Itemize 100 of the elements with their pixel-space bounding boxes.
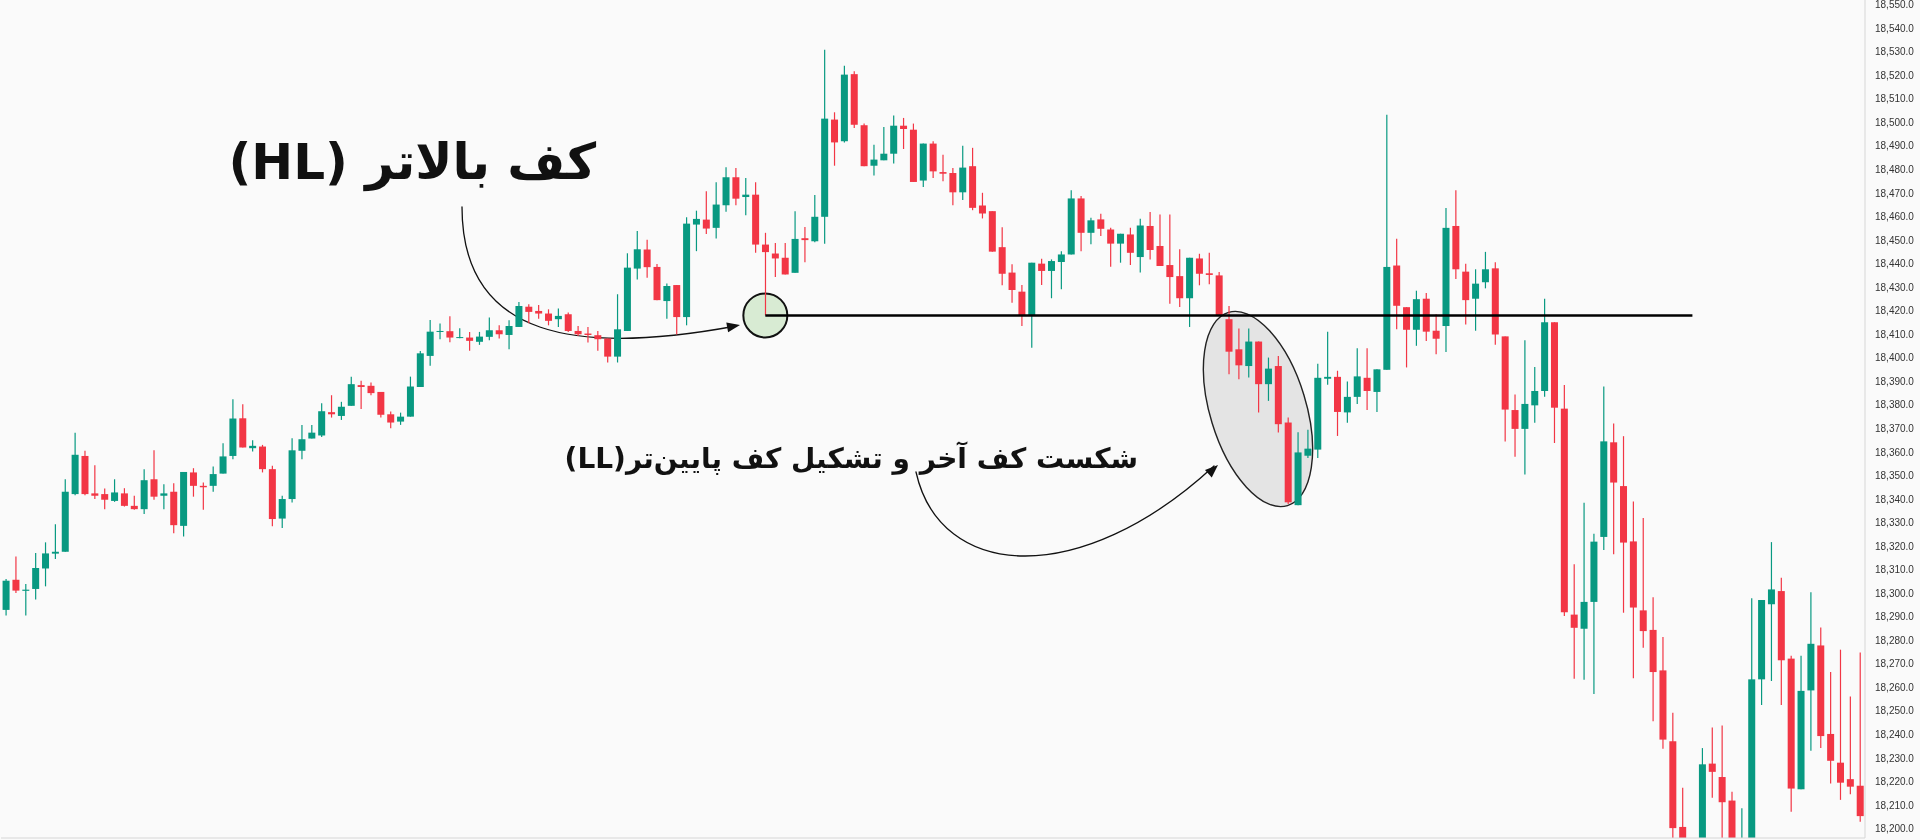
candlestick (1511, 393, 1519, 458)
candlestick (1057, 250, 1065, 290)
candlestick (574, 325, 582, 337)
candlestick (101, 487, 109, 510)
y-tick-label: 18,490.0 (1875, 140, 1915, 152)
candlestick (1531, 366, 1539, 424)
candlestick (1343, 380, 1351, 424)
candlestick (1195, 253, 1203, 286)
y-tick-label: 18,220.0 (1875, 776, 1915, 788)
y-tick-label: 18,300.0 (1875, 587, 1915, 599)
y-tick-label: 18,310.0 (1875, 564, 1915, 576)
candlestick (633, 230, 641, 281)
y-tick-label: 18,240.0 (1875, 728, 1915, 740)
y-tick-label: 18,400.0 (1875, 352, 1915, 364)
y-tick-label: 18,480.0 (1875, 164, 1915, 176)
annotation: شکست کف آخر و تشکیل کف پایین‌تر(LL) (564, 442, 1138, 476)
candlestick (1353, 347, 1361, 405)
y-tick-label: 18,550.0 (1875, 0, 1915, 11)
y-tick-label: 18,270.0 (1875, 658, 1915, 670)
candlestick (436, 322, 444, 340)
candlestick (1836, 649, 1844, 801)
y-tick-label: 18,210.0 (1875, 799, 1915, 811)
candlestick (949, 167, 957, 206)
candlestick (1679, 787, 1687, 838)
y-tick-label: 18,280.0 (1875, 634, 1915, 646)
candlestick (801, 226, 809, 263)
candlestick (1324, 331, 1332, 386)
candlestick (1235, 328, 1243, 380)
candlestick (831, 111, 839, 167)
candlestick (1126, 227, 1134, 266)
candlestick (357, 380, 365, 410)
candlestick (732, 167, 740, 206)
y-tick-label: 18,500.0 (1875, 116, 1915, 128)
y-tick-label: 18,250.0 (1875, 705, 1915, 717)
y-tick-label: 18,390.0 (1875, 375, 1915, 387)
candlestick (1087, 217, 1095, 245)
y-tick-label: 18,430.0 (1875, 281, 1915, 293)
y-tick-label: 18,330.0 (1875, 517, 1915, 529)
candlestick (485, 316, 493, 341)
candlestick (259, 444, 266, 474)
y-tick-label: 18,350.0 (1875, 470, 1915, 482)
candlestick (781, 242, 789, 276)
candlestick (505, 319, 513, 350)
candlestick (189, 467, 197, 498)
y-tick-label: 18,440.0 (1875, 258, 1915, 270)
y-tick-label: 18,290.0 (1875, 611, 1915, 623)
candlestick (692, 210, 700, 252)
y-tick-label: 18,260.0 (1875, 681, 1915, 693)
candlestick (1304, 429, 1312, 459)
candlestick (702, 190, 710, 235)
candlestick (91, 464, 99, 500)
candlestick (1097, 213, 1105, 237)
y-tick-label: 18,520.0 (1875, 69, 1915, 81)
candlestick (1481, 251, 1489, 289)
annotation: کف بالاتر (HL) (228, 132, 596, 192)
y-tick-label: 18,470.0 (1875, 187, 1915, 199)
candlestick (939, 154, 947, 182)
candlestick (466, 331, 474, 352)
y-tick-label: 18,360.0 (1875, 446, 1915, 458)
candlestick (564, 312, 572, 333)
y-tick-label: 18,370.0 (1875, 422, 1915, 434)
candlestick (150, 449, 158, 501)
candlestick (1639, 517, 1647, 649)
y-tick-label: 18,530.0 (1875, 46, 1915, 58)
candlestick (1117, 233, 1125, 264)
candlestick (594, 330, 602, 352)
candlestick (1708, 727, 1716, 799)
candlestick (209, 465, 217, 493)
y-tick-label: 18,460.0 (1875, 211, 1915, 223)
y-tick-label: 18,420.0 (1875, 305, 1915, 317)
candlestick (160, 483, 168, 510)
y-tick-label: 18,540.0 (1875, 22, 1915, 34)
candlestick (515, 301, 523, 328)
candlestick (1048, 258, 1055, 299)
candlestick (298, 424, 306, 460)
candlestick (1472, 268, 1480, 332)
candlestick (347, 376, 355, 407)
candlestick (525, 303, 533, 324)
candlestick (712, 181, 720, 240)
candlestick (120, 487, 128, 508)
candlestick (643, 239, 651, 279)
candlestick (604, 337, 612, 364)
candlestick (111, 478, 119, 503)
y-tick-label: 18,510.0 (1875, 93, 1915, 105)
candlestick (1264, 356, 1272, 402)
candlestick (1363, 347, 1371, 411)
candlestick (1570, 563, 1578, 680)
candlestick (32, 552, 40, 601)
y-tick-label: 18,410.0 (1875, 328, 1915, 340)
candlestick (870, 144, 878, 177)
y-tick-label: 18,320.0 (1875, 540, 1915, 552)
candlestick (377, 391, 385, 419)
candlestick (1176, 248, 1184, 308)
candlestick (12, 555, 20, 594)
y-tick-label: 18,450.0 (1875, 234, 1915, 246)
y-tick-label: 18,230.0 (1875, 752, 1915, 764)
candlestick (554, 308, 562, 328)
candlestick (978, 192, 986, 220)
candlestick (761, 232, 769, 317)
y-tick-label: 18,380.0 (1875, 399, 1915, 411)
